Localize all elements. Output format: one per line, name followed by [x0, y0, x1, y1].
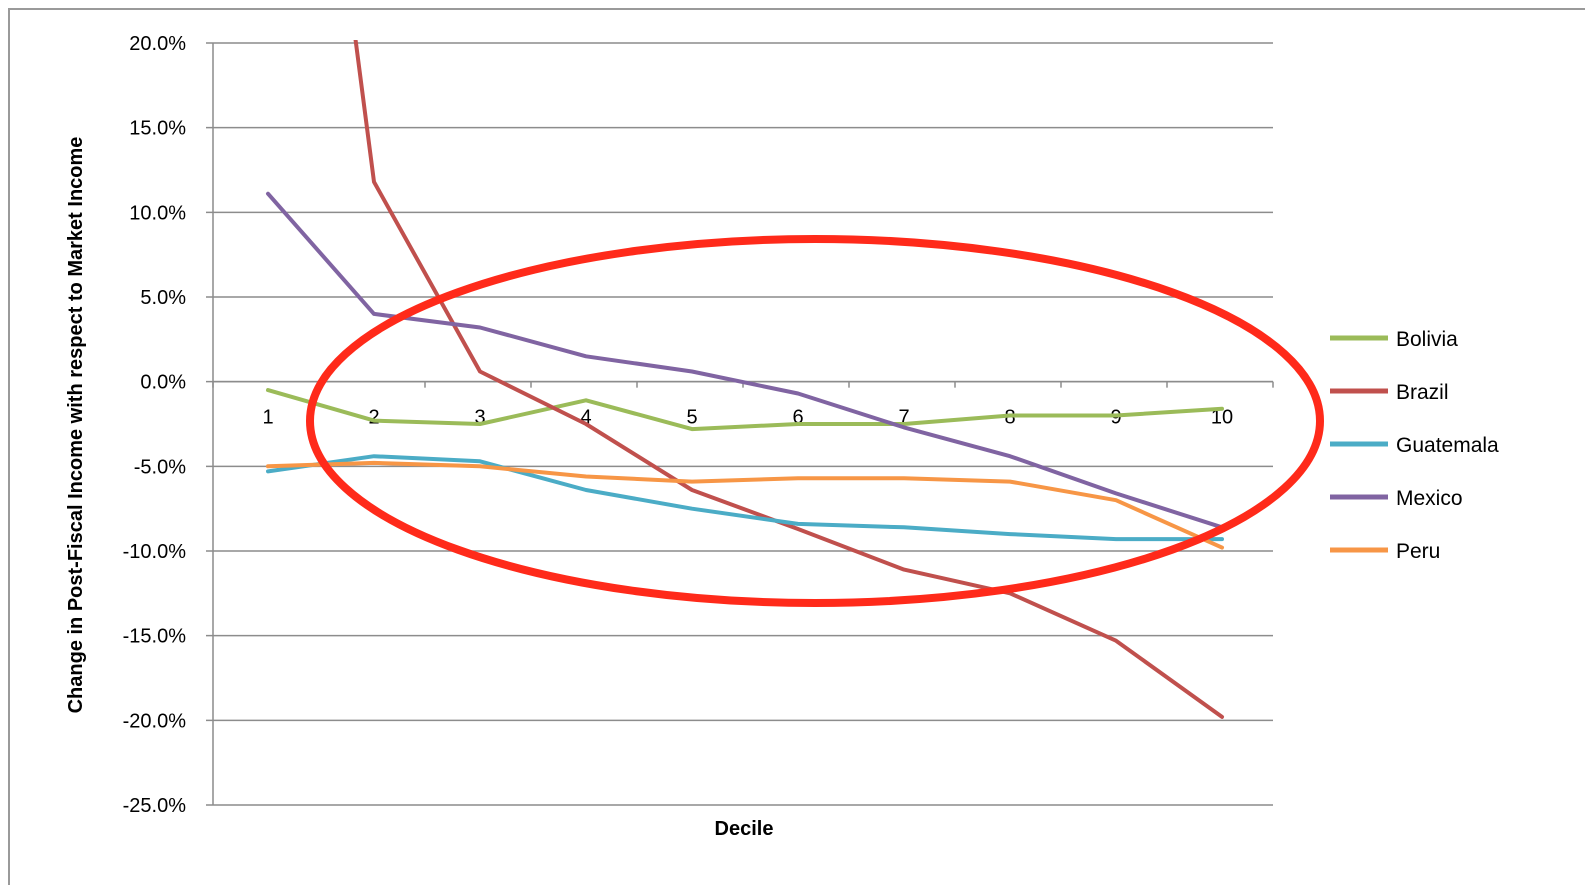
annotation-layer: [306, 235, 1324, 607]
y-tick-label: -10.0%: [123, 541, 187, 563]
x-tick-label: 4: [580, 407, 591, 429]
y-tick-label: 0.0%: [140, 372, 186, 394]
series-line-peru: [266, 460, 1224, 550]
y-tick-label: -25.0%: [123, 795, 187, 817]
x-tick-label: 8: [1004, 407, 1015, 429]
x-tick-label: 3: [474, 407, 485, 429]
series-line-bolivia: [266, 388, 1224, 432]
y-tick-label: -20.0%: [123, 710, 187, 732]
legend: Bolivia Brazil Guatemala Mexico Peru: [1330, 328, 1499, 563]
y-tick-label: 5.0%: [140, 287, 186, 309]
y-tick-label: 10.0%: [129, 202, 186, 224]
legend-label: Peru: [1396, 540, 1440, 563]
y-tick-label: -15.0%: [123, 626, 187, 648]
chart-frame: [8, 8, 1585, 885]
series-line-guatemala: [266, 454, 1224, 542]
series-line-brazil: [353, 40, 1224, 719]
legend-label: Bolivia: [1396, 328, 1458, 351]
y-axis-tick-labels: 20.0% 15.0% 10.0% 5.0% 0.0% -5.0% -10.0% -15.0%…: [123, 33, 187, 817]
x-tick-label: 6: [792, 407, 803, 429]
series-lines: [266, 40, 1224, 719]
y-axis-title: Change in Post-Fiscal Income with respec…: [65, 137, 87, 714]
legend-label: Brazil: [1396, 381, 1449, 404]
x-tick-label: 2: [368, 407, 379, 429]
legend-label: Guatemala: [1396, 434, 1499, 457]
x-tick-label: 9: [1110, 407, 1121, 429]
x-tick-label: 7: [898, 407, 909, 429]
x-tick-label: 1: [262, 407, 273, 429]
x-axis-title: Decile: [715, 818, 774, 840]
x-tick-label: 10: [1211, 407, 1233, 429]
x-tick-label: 5: [686, 407, 697, 429]
y-tick-label: 15.0%: [129, 118, 186, 140]
highlight-ellipse: [306, 235, 1324, 607]
y-tick-label: 20.0%: [129, 33, 186, 55]
legend-label: Mexico: [1396, 487, 1463, 510]
series-line-mexico: [266, 191, 1224, 530]
y-tick-label: -5.0%: [134, 456, 186, 478]
